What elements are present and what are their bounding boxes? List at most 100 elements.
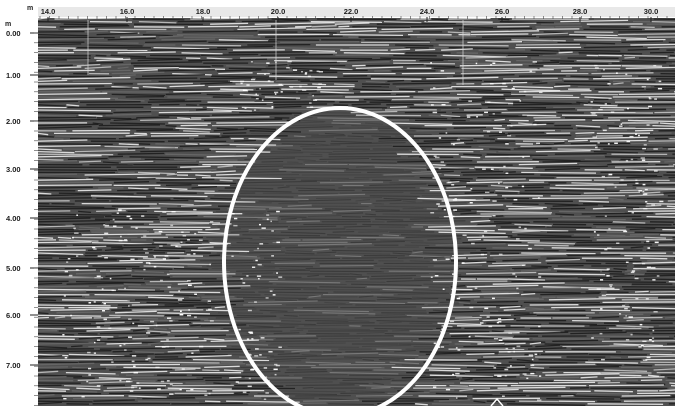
speckle — [436, 203, 440, 205]
reflection-stripe — [94, 340, 160, 344]
reflection-stripe — [287, 346, 359, 348]
speckle — [180, 241, 183, 243]
reflection-stripe — [593, 235, 644, 239]
speckle — [452, 143, 455, 146]
reflection-stripe — [119, 74, 136, 77]
speckle — [536, 142, 540, 145]
reflection-stripe — [223, 369, 244, 372]
y-tick-label: 7.00 — [6, 361, 21, 370]
reflection-stripe — [105, 274, 132, 278]
speckle — [620, 179, 624, 181]
reflection-stripe — [300, 119, 326, 123]
speckle — [490, 64, 492, 66]
reflection-stripe — [265, 35, 343, 38]
reflection-stripe — [180, 165, 211, 168]
reflection-stripe — [211, 124, 291, 127]
reflection-stripe — [331, 249, 412, 253]
reflection-stripe — [516, 358, 534, 362]
reflection-stripe — [531, 363, 596, 366]
reflection-stripe — [159, 221, 221, 224]
reflection-stripe — [374, 205, 438, 209]
speckle — [538, 375, 542, 377]
reflection-stripe — [206, 57, 233, 60]
speckle — [123, 343, 126, 346]
speckle — [111, 361, 114, 363]
reflection-stripe — [130, 248, 153, 252]
reflection-stripe — [87, 261, 143, 265]
reflection-stripe — [165, 124, 177, 127]
reflection-stripe — [402, 207, 424, 210]
reflection-stripe — [382, 288, 413, 291]
reflection-stripe — [466, 236, 508, 239]
speckle — [261, 99, 264, 101]
reflection-stripe — [621, 40, 664, 44]
reflection-stripe — [273, 103, 328, 106]
reflection-stripe — [499, 305, 521, 309]
reflection-stripe — [154, 187, 188, 190]
reflection-stripe — [397, 160, 473, 163]
reflection-stripe — [38, 254, 80, 257]
speckle — [259, 354, 262, 356]
speckle — [455, 347, 458, 349]
speckle — [118, 239, 123, 242]
speckle — [609, 285, 612, 288]
reflection-stripe — [600, 69, 647, 72]
speckle — [492, 113, 495, 115]
reflection-stripe — [148, 296, 185, 300]
speckle — [160, 380, 165, 383]
reflection-stripe — [68, 353, 125, 357]
speckle — [630, 271, 635, 274]
reflection-stripe — [311, 93, 391, 96]
speckle — [309, 102, 312, 104]
reflection-stripe — [489, 217, 549, 220]
reflection-stripe — [597, 145, 675, 149]
reflection-stripe — [548, 297, 616, 301]
reflection-stripe — [226, 400, 300, 403]
reflection-stripe — [248, 137, 281, 141]
speckle — [461, 262, 465, 264]
reflection-stripe — [347, 246, 419, 249]
reflection-stripe — [234, 384, 284, 387]
speckle — [180, 310, 182, 312]
reflection-stripe — [320, 337, 361, 340]
reflection-stripe — [191, 249, 250, 253]
reflection-stripe — [465, 55, 528, 59]
reflection-stripe — [558, 51, 573, 54]
reflection-stripe — [323, 351, 342, 354]
reflection-stripe — [58, 239, 99, 242]
reflection-stripe — [38, 290, 87, 293]
reflection-stripe — [38, 355, 63, 358]
reflection-stripe — [444, 174, 461, 177]
reflection-stripe — [283, 166, 349, 170]
reflection-stripe — [38, 82, 112, 85]
speckle — [274, 91, 279, 94]
reflection-stripe — [38, 233, 82, 236]
reflection-stripe — [54, 135, 124, 138]
reflection-stripe — [54, 18, 129, 20]
reflection-stripe — [293, 135, 306, 138]
reflection-stripe — [87, 249, 102, 252]
speckle — [271, 106, 274, 108]
reflection-stripe — [482, 52, 557, 55]
reflection-stripe — [111, 71, 165, 75]
reflection-stripe — [603, 205, 640, 209]
reflection-stripe — [270, 342, 346, 345]
speckle — [511, 80, 513, 82]
reflection-stripe — [154, 352, 183, 356]
speckle — [166, 273, 170, 276]
reflection-stripe — [555, 83, 609, 87]
reflection-stripe — [193, 285, 251, 288]
speckle — [456, 138, 461, 141]
speckle — [255, 98, 259, 100]
reflection-stripe — [476, 210, 553, 214]
reflection-stripe — [210, 75, 269, 78]
reflection-stripe — [136, 116, 170, 119]
reflection-stripe — [478, 145, 518, 149]
reflection-stripe — [627, 48, 660, 51]
reflection-stripe — [203, 338, 225, 341]
reflection-stripe — [230, 231, 249, 233]
reflection-stripe — [306, 27, 377, 31]
reflection-stripe — [430, 87, 453, 90]
reflection-stripe — [351, 103, 381, 106]
speckle — [646, 124, 650, 126]
